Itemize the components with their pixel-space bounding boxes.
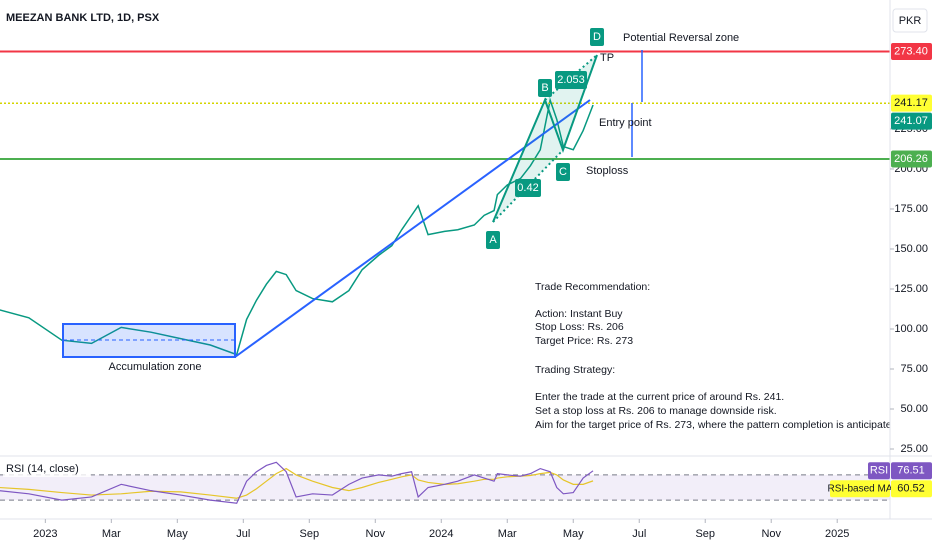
- point-label: D: [593, 31, 601, 43]
- rsi-ma-name-bg: [830, 480, 890, 498]
- annotation: Potential Reversal zone: [623, 32, 739, 44]
- rsi-line: [0, 461, 594, 504]
- annotation: Stoploss: [586, 165, 629, 177]
- x-tick-label: Nov: [366, 528, 386, 540]
- x-tick-label: 2025: [825, 528, 849, 540]
- x-tick-label: Mar: [102, 528, 121, 540]
- recommendation-line: Trade Recommendation:: [535, 281, 650, 293]
- annotation: Accumulation zone: [109, 361, 202, 373]
- level-label: 273.40: [894, 45, 928, 57]
- rsi-ma-value-bg: [891, 480, 932, 498]
- recommendation-line: Trading Strategy:: [535, 364, 615, 376]
- axis-labels: 25.00 50.00 75.00 100.00 125.00 150.00 175.00 2…: [33, 43, 932, 540]
- recommendation-line: Aim for the target price of Rs. 273, whe…: [535, 419, 900, 431]
- currency-box[interactable]: [892, 8, 928, 33]
- point-label: A: [489, 234, 497, 246]
- annotation: TP: [600, 52, 614, 64]
- point-label-bg: [556, 163, 570, 181]
- level-label: 206.26: [894, 153, 928, 165]
- point-label: B: [541, 82, 548, 94]
- price-axis: [890, 0, 932, 550]
- y-tick-label: 75.00: [900, 363, 928, 375]
- level-label-bg: [891, 112, 932, 130]
- rsi-label-bg: [3, 461, 91, 477]
- y-tick-label: 125.00: [894, 283, 928, 295]
- level-label-bg: [891, 43, 932, 61]
- recommendation-line: Target Price: Rs. 273: [535, 335, 633, 347]
- level-label-bg: [891, 150, 932, 168]
- recommendation-line: Set a stop loss at Rs. 206 to manage dow…: [535, 405, 777, 417]
- y-tick-label: 150.00: [894, 243, 928, 255]
- point-label-bg: [486, 231, 500, 249]
- y-tick-label: 100.00: [894, 323, 928, 335]
- rsi-ma-line: [0, 467, 594, 499]
- price-line: [0, 97, 594, 356]
- rsi-value-bg: [891, 462, 932, 480]
- x-tick-label: Jul: [632, 528, 646, 540]
- x-tick-label: Nov: [761, 528, 781, 540]
- rsi-name-bg: [868, 462, 890, 480]
- recommendation-line: Enter the trade at the current price of …: [535, 391, 784, 403]
- x-tick-label: Mar: [498, 528, 517, 540]
- rsi-name: RSI: [870, 465, 888, 477]
- rsi-band: [0, 474, 890, 501]
- x-tick-label: May: [563, 528, 584, 540]
- rsi-value: 76.51: [897, 465, 925, 477]
- pattern-labels: A B C D 0.42 2.053: [486, 28, 604, 249]
- y-tick-label: 25.00: [900, 443, 928, 455]
- x-tick-label: 2023: [33, 528, 57, 540]
- x-tick-label: May: [167, 528, 188, 540]
- x-tick-label: Sep: [300, 528, 320, 540]
- recommendation: Trade Recommendation: Action: Instant Buy…: [535, 281, 900, 431]
- pattern-fill: [493, 100, 563, 222]
- level-label-bg: [891, 94, 932, 112]
- pattern-line: [492, 54, 598, 223]
- rsi-ma-name: RSI-based MA: [827, 483, 892, 494]
- level-label: 241.07: [894, 115, 928, 127]
- ratio-label-bg: [555, 71, 587, 89]
- price-pane: [0, 50, 890, 504]
- annotation: Entry point: [599, 117, 652, 129]
- recommendation-line: Action: Instant Buy: [535, 308, 623, 320]
- ratio-label: 2.053: [557, 74, 585, 86]
- pattern-dotted: [544, 54, 598, 101]
- x-tick-label: 2024: [429, 528, 453, 540]
- rsi-ma-value: 60.52: [897, 483, 925, 495]
- chart-title: MEEZAN BANK LTD, 1D, PSX: [6, 12, 160, 24]
- x-tick-label: Sep: [695, 528, 715, 540]
- y-tick-label: 175.00: [894, 203, 928, 215]
- trend-line: [234, 99, 591, 358]
- point-label-bg: [538, 79, 552, 97]
- ratio-label-bg: [515, 179, 541, 197]
- recommendation-line: Stop Loss: Rs. 206: [535, 321, 624, 333]
- rsi-label: RSI (14, close): [6, 463, 79, 475]
- level-label: 241.17: [894, 97, 928, 109]
- point-label-bg: [590, 28, 604, 46]
- y-tick-label: 50.00: [900, 403, 928, 415]
- point-label: C: [559, 166, 567, 178]
- currency: PKR: [899, 15, 922, 27]
- x-tick-label: Jul: [236, 528, 250, 540]
- ratio-label: 0.42: [517, 182, 538, 194]
